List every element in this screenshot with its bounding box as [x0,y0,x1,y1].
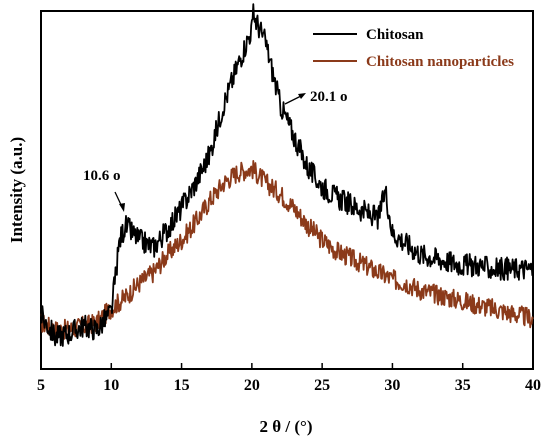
x-tick-label-5: 5 [37,377,45,394]
x-ticks: 5 10 15 20 25 30 35 40 [37,363,541,394]
x-tick-label-30: 30 [384,377,400,394]
legend-label-nanoparticles: Chitosan nanoparticles [366,54,514,70]
peak-annotation-20: 20.1 o [284,89,348,105]
peak-label-10: 10.6 o [83,168,121,184]
plot-frame [40,10,534,370]
x-axis-title: 2 θ / (°) [260,417,313,436]
x-tick-label-35: 35 [455,377,471,394]
series-line-chitosan [40,3,534,347]
peak-arrowhead-10 [119,203,125,212]
peak-label-20: 20.1 o [310,89,348,105]
series-layer [40,3,534,347]
legend-label-chitosan: Chitosan [366,27,424,43]
x-tick-label-20: 20 [244,377,260,394]
x-tick-label-15: 15 [174,377,190,394]
x-tick-label-40: 40 [525,377,541,394]
peak-arrowhead-20 [298,93,306,99]
y-axis-title: Intensity (a.u.) [7,137,26,243]
series-line-chitosan-nanoparticles [40,160,534,340]
legend: Chitosan Chitosan nanoparticles [313,27,514,70]
peak-annotation-10: 10.6 o [83,168,125,212]
x-tick-label-25: 25 [314,377,330,394]
x-tick-label-10: 10 [103,377,119,394]
